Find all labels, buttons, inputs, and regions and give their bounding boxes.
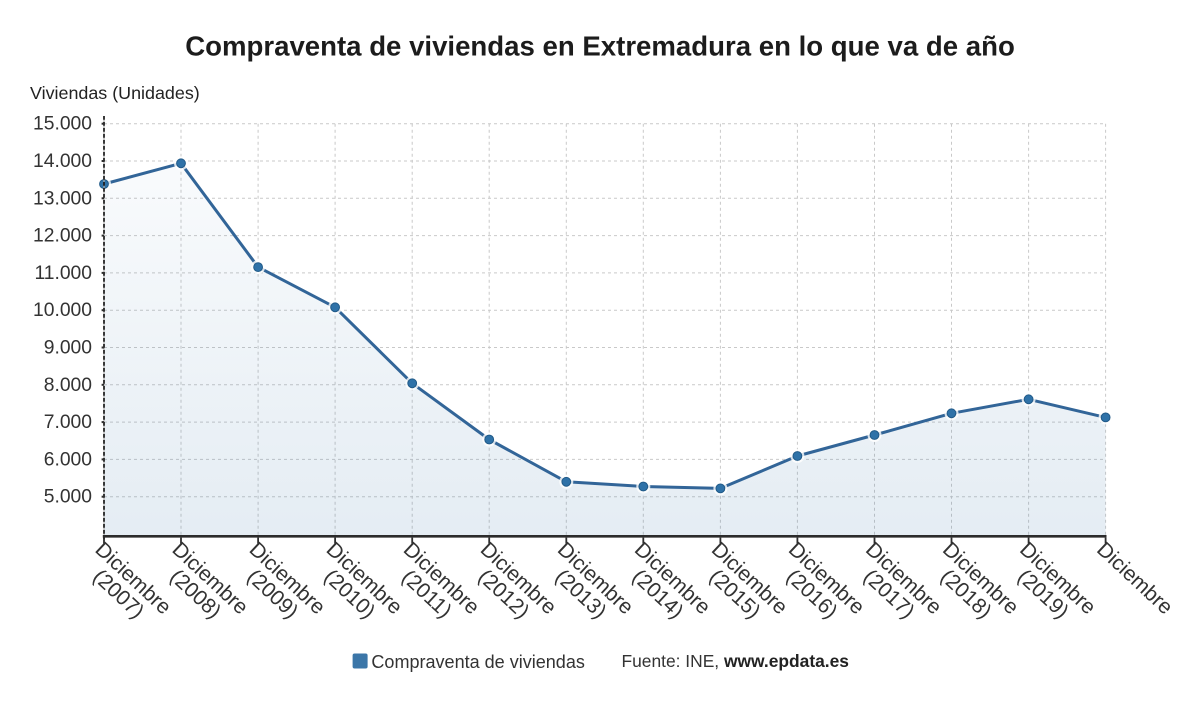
svg-text:Diciembre(2008): Diciembre(2008) xyxy=(153,538,252,635)
svg-text:Diciembre(2017): Diciembre(2017) xyxy=(846,538,945,635)
svg-text:Compraventa de viviendas en Ex: Compraventa de viviendas en Extremadura … xyxy=(185,31,1015,62)
svg-text:12.000: 12.000 xyxy=(33,226,92,247)
svg-text:Diciembre(2018): Diciembre(2018) xyxy=(923,538,1022,635)
svg-text:Diciembre(2016): Diciembre(2016) xyxy=(769,538,868,635)
svg-text:14.000: 14.000 xyxy=(33,151,92,172)
svg-text:Diciembre(2011): Diciembre(2011) xyxy=(384,538,483,635)
svg-text:10.000: 10.000 xyxy=(33,300,92,321)
svg-text:Diciembre(2014): Diciembre(2014) xyxy=(615,538,714,635)
svg-text:Diciembre(2013): Diciembre(2013) xyxy=(538,538,637,635)
svg-text:11.000: 11.000 xyxy=(34,263,92,284)
svg-text:Diciembre: Diciembre xyxy=(1092,538,1177,619)
svg-text:Diciembre(2015): Diciembre(2015) xyxy=(692,538,791,635)
svg-text:5.000: 5.000 xyxy=(44,487,92,508)
svg-text:Diciembre(2009): Diciembre(2009) xyxy=(230,538,329,635)
svg-text:13.000: 13.000 xyxy=(33,188,92,209)
svg-text:Viviendas (Unidades): Viviendas (Unidades) xyxy=(30,83,200,103)
svg-text:15.000: 15.000 xyxy=(33,114,92,135)
svg-text:7.000: 7.000 xyxy=(44,412,92,433)
svg-text:9.000: 9.000 xyxy=(44,338,92,359)
svg-text:Diciembre(2019): Diciembre(2019) xyxy=(1001,538,1100,635)
svg-text:Diciembre(2012): Diciembre(2012) xyxy=(461,538,560,635)
svg-text:Fuente: INE, www.epdata.es: Fuente: INE, www.epdata.es xyxy=(622,651,849,671)
svg-text:Diciembre(2007): Diciembre(2007) xyxy=(76,538,175,635)
svg-text:6.000: 6.000 xyxy=(44,449,92,470)
svg-text:Diciembre(2010): Diciembre(2010) xyxy=(307,538,406,635)
svg-text:Compraventa de viviendas: Compraventa de viviendas xyxy=(371,652,585,672)
svg-text:8.000: 8.000 xyxy=(44,375,92,396)
